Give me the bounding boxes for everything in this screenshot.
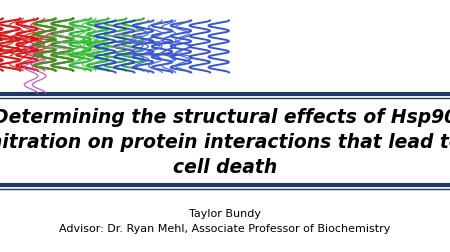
Text: Advisor: Dr. Ryan Mehl, Associate Professor of Biochemistry: Advisor: Dr. Ryan Mehl, Associate Profes… — [59, 223, 391, 233]
Text: Determining the structural effects of Hsp90
nitration on protein interactions th: Determining the structural effects of Hs… — [0, 108, 450, 177]
Text: Taylor Bundy: Taylor Bundy — [189, 208, 261, 218]
